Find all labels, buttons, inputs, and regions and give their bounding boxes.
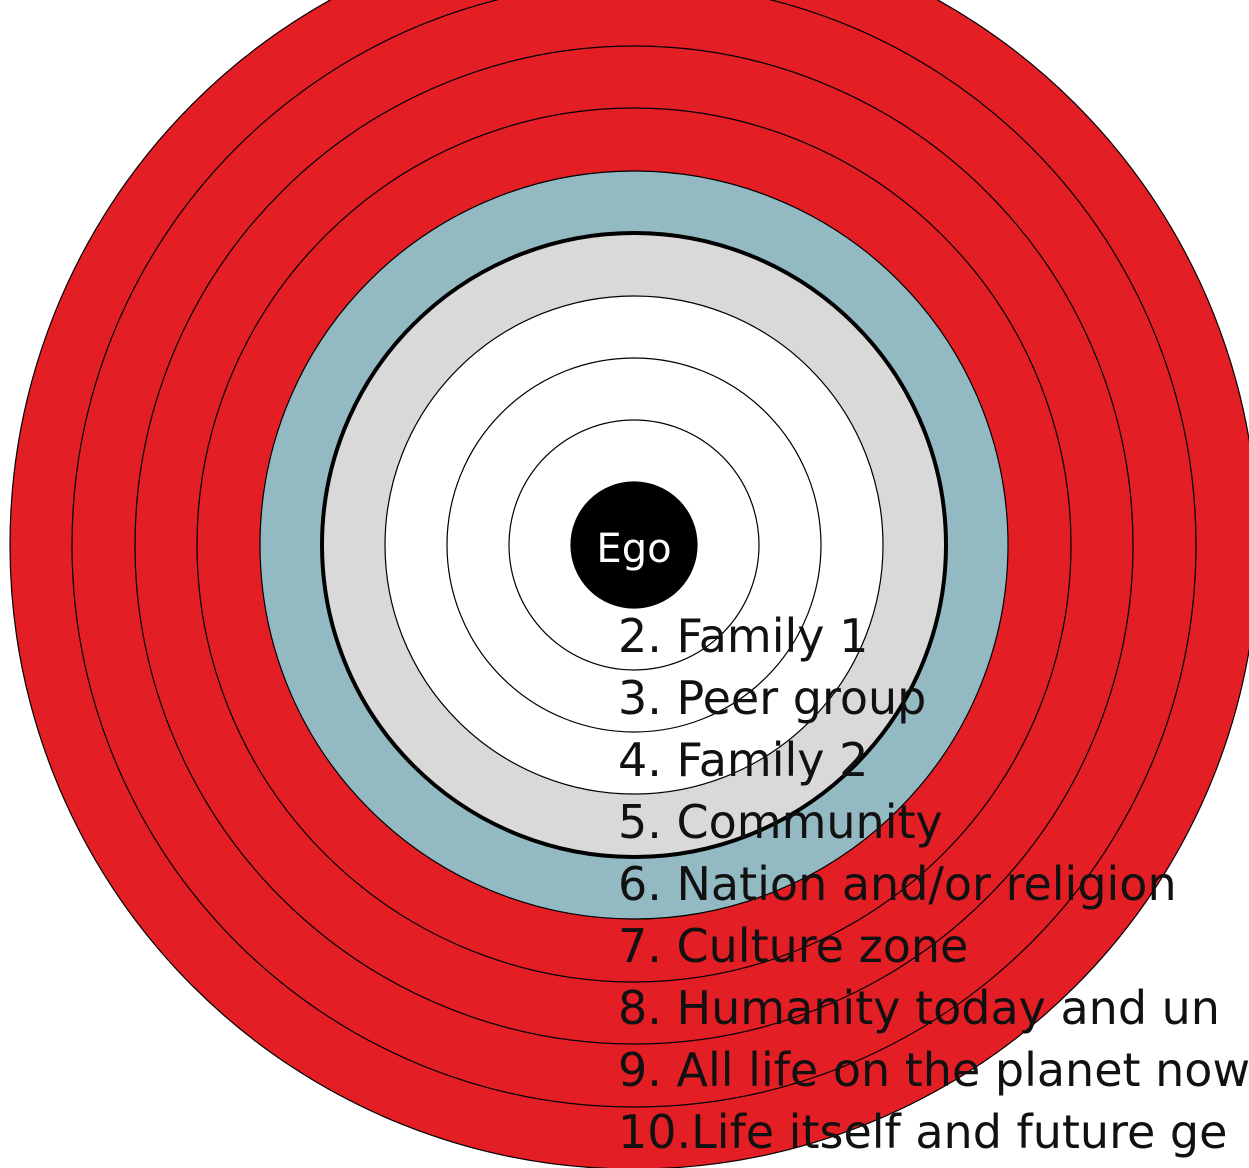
- ring-label: 5. Community: [618, 795, 943, 849]
- ring-label: 2. Family 1: [618, 609, 868, 663]
- ring-label: 6. Nation and/or religion: [618, 857, 1177, 911]
- labels: 2. Family 1 3. Peer group 4. Family 2 5. Co…: [618, 609, 1249, 1159]
- ego-circle: [570, 481, 698, 609]
- ring-label: 4. Family 2: [618, 733, 868, 787]
- ring-label: 7. Culture zone: [618, 919, 968, 973]
- ring-label: 9. All life on the planet now: [618, 1043, 1249, 1097]
- ring-label: 10.Life itself and future ge: [618, 1105, 1227, 1159]
- rings: [9, 0, 1249, 1168]
- ring-label: 3. Peer group: [618, 671, 926, 725]
- ego-label: Ego: [596, 526, 671, 572]
- ring-label: 8. Humanity today and un: [618, 981, 1220, 1035]
